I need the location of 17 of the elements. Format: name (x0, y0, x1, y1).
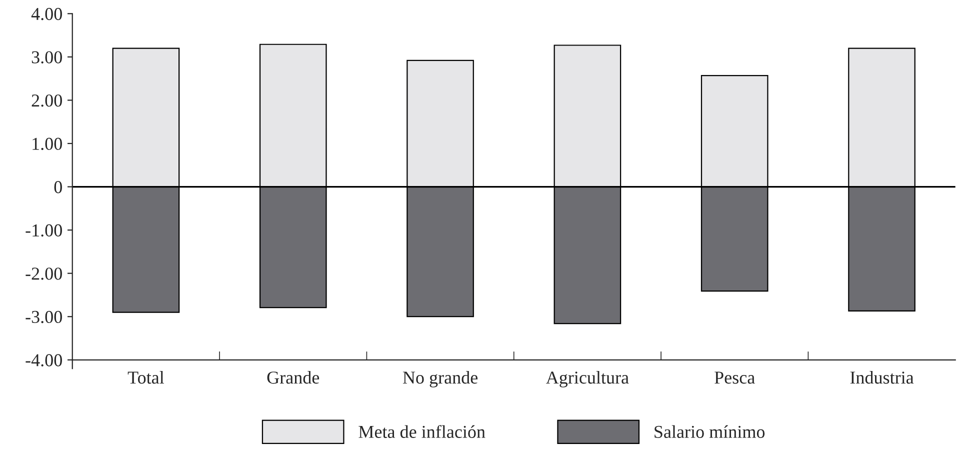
x-tick-label: Grande (267, 371, 320, 384)
y-tick-label: -2.00 (26, 268, 62, 280)
y-tick-label: 1.00 (32, 138, 62, 150)
legend-label: Salario mínimo (654, 425, 765, 438)
y-tick-label: 3.00 (32, 51, 62, 64)
y-tick-label: -4.00 (26, 354, 62, 366)
y-tick-label: 0 (54, 181, 62, 194)
y-tick-label: -3.00 (26, 310, 62, 324)
legend-label: Meta de inflación (358, 425, 486, 438)
x-tick-label: Pesca (714, 372, 755, 384)
x-tick-label: No grande (402, 371, 478, 388)
y-tick-label: 4.00 (31, 8, 62, 20)
y-tick-label: -1.00 (26, 224, 62, 237)
x-tick-label: Total (128, 371, 164, 384)
x-tick-label: Industria (850, 371, 914, 384)
x-tick-label: Agricultura (546, 371, 629, 388)
y-tick-label: 2.00 (32, 94, 62, 107)
